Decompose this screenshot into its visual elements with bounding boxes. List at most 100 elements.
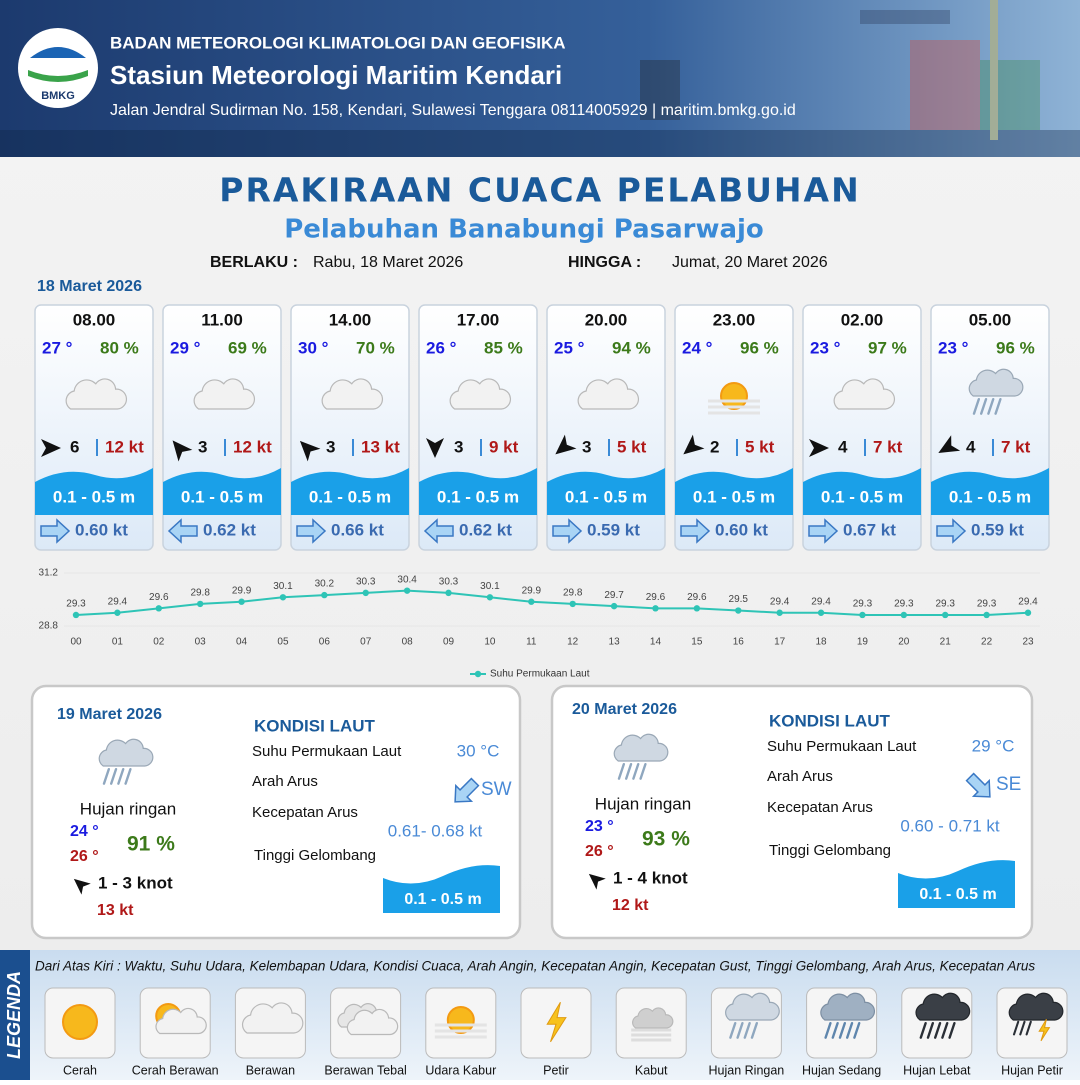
day-weather: Hujan ringan [80, 799, 176, 818]
x-tick-label: 07 [360, 637, 372, 648]
panel-bg [550, 684, 1034, 940]
card-time: 05.00 [969, 310, 1012, 329]
sea-title: KONDISI LAUT [254, 716, 376, 735]
card-temp: 29 ° [170, 338, 201, 357]
cloud [193, 378, 255, 410]
card-wave: 0.1 - 0.5 m [309, 487, 391, 506]
current-dir-label: Arah Arus [252, 773, 318, 790]
sst-value-label: 29.3 [977, 599, 997, 610]
current-arrow [423, 518, 454, 544]
day-date: 20 Maret 2026 [572, 701, 677, 718]
legend-item-label: Udara Kabur [425, 1063, 496, 1077]
cloud [915, 992, 971, 1021]
card-current: 0.62 kt [203, 520, 256, 539]
current-arrow [552, 518, 583, 544]
legend-bar [0, 950, 30, 1080]
sst-value-label: 29.4 [108, 596, 128, 607]
rain-drop [617, 763, 625, 780]
sst-value-label: 29.4 [1018, 596, 1038, 607]
card-temp: 26 ° [426, 338, 457, 357]
current-dir-label: Arah Arus [767, 768, 833, 785]
rain-drop [1019, 1020, 1026, 1036]
card-humidity: 97 % [868, 338, 907, 357]
rain-drop [632, 763, 640, 780]
card-gust: 9 kt [489, 437, 519, 456]
legend-item-label: Cerah Berawan [132, 1063, 219, 1077]
current-speed: 0.60 - 0.71 kt [900, 816, 1000, 835]
wind-arrow [73, 878, 91, 895]
cloud [449, 378, 511, 410]
legend-item-label: Hujan Lebat [903, 1063, 971, 1077]
y-tick-label: 31.2 [39, 568, 59, 579]
sst-value-label: 29.3 [853, 599, 873, 610]
legend-item: Berawan Tebal [324, 987, 407, 1077]
wave-shape [35, 468, 153, 515]
day-gust: 12 kt [612, 897, 649, 914]
card-gust: 13 kt [361, 437, 400, 456]
sst-value-label: 29.4 [770, 596, 790, 607]
bolt [546, 1001, 567, 1043]
sst-point [445, 589, 452, 597]
x-tick-label: 13 [609, 637, 621, 648]
sst-point [486, 594, 494, 601]
separator [352, 439, 354, 456]
wind-arrow [555, 434, 577, 455]
sst-value-label: 29.6 [646, 592, 666, 603]
sst-value-label: 30.4 [397, 574, 417, 585]
day-gust: 13 kt [97, 902, 134, 919]
x-tick-label: 17 [774, 637, 786, 648]
sst-point [321, 591, 328, 599]
sst-value-label: 30.3 [356, 577, 376, 588]
logo-mark [30, 47, 86, 58]
card-time: 14.00 [329, 310, 372, 329]
cloud [968, 368, 1024, 397]
legend-item: Hujan Sedang [802, 987, 881, 1077]
wave-shape [383, 865, 500, 913]
card-wind: 3 [198, 437, 207, 456]
card-wave: 0.1 - 0.5 m [437, 487, 519, 506]
card-humidity: 69 % [228, 338, 267, 357]
separator [992, 439, 994, 456]
rain-drop [941, 1022, 949, 1039]
legend-item-label: Kabut [635, 1063, 668, 1077]
cloud [65, 378, 127, 410]
card-current: 0.59 kt [971, 520, 1024, 539]
card-gust: 7 kt [1001, 437, 1031, 456]
x-tick-label: 19 [857, 637, 869, 648]
x-tick-label: 23 [1022, 637, 1034, 648]
agency-name: BADAN METEOROLOGI KLIMATOLOGI DAN GEOFIS… [110, 33, 566, 52]
current-speed-label: Kecepatan Arus [767, 799, 873, 816]
current-arrow [40, 518, 71, 544]
card-gust: 12 kt [105, 437, 144, 456]
rain-drop [117, 768, 125, 785]
sst-line [75, 589, 1029, 616]
logo [18, 28, 98, 108]
rain-drop [838, 1022, 846, 1039]
sst-point [569, 600, 576, 608]
bolt [1038, 1018, 1051, 1042]
legend-item: Kabut [615, 987, 687, 1077]
cloud [613, 733, 669, 762]
wind-arrow [683, 434, 705, 455]
card-wind: 2 [710, 437, 719, 456]
sst-value-label: 29.6 [149, 592, 169, 603]
rain-drop [987, 398, 995, 415]
card-humidity: 96 % [996, 338, 1035, 357]
sst-point [942, 611, 949, 619]
rain-drop [994, 398, 1002, 415]
rain-drop [824, 1022, 832, 1039]
x-tick-label: 05 [277, 637, 289, 648]
rain-drop [625, 763, 633, 780]
cloud [155, 1007, 207, 1035]
day-humidity: 93 % [642, 828, 690, 851]
sst-point [528, 598, 535, 605]
sst-value-label: 30.1 [480, 581, 500, 592]
card-wind: 6 [70, 437, 79, 456]
legend-item: Petir [520, 987, 592, 1077]
header-decoration [0, 0, 1080, 157]
card-wind: 3 [582, 437, 591, 456]
card-wave: 0.1 - 0.5 m [53, 487, 135, 506]
sst-point [279, 594, 287, 601]
